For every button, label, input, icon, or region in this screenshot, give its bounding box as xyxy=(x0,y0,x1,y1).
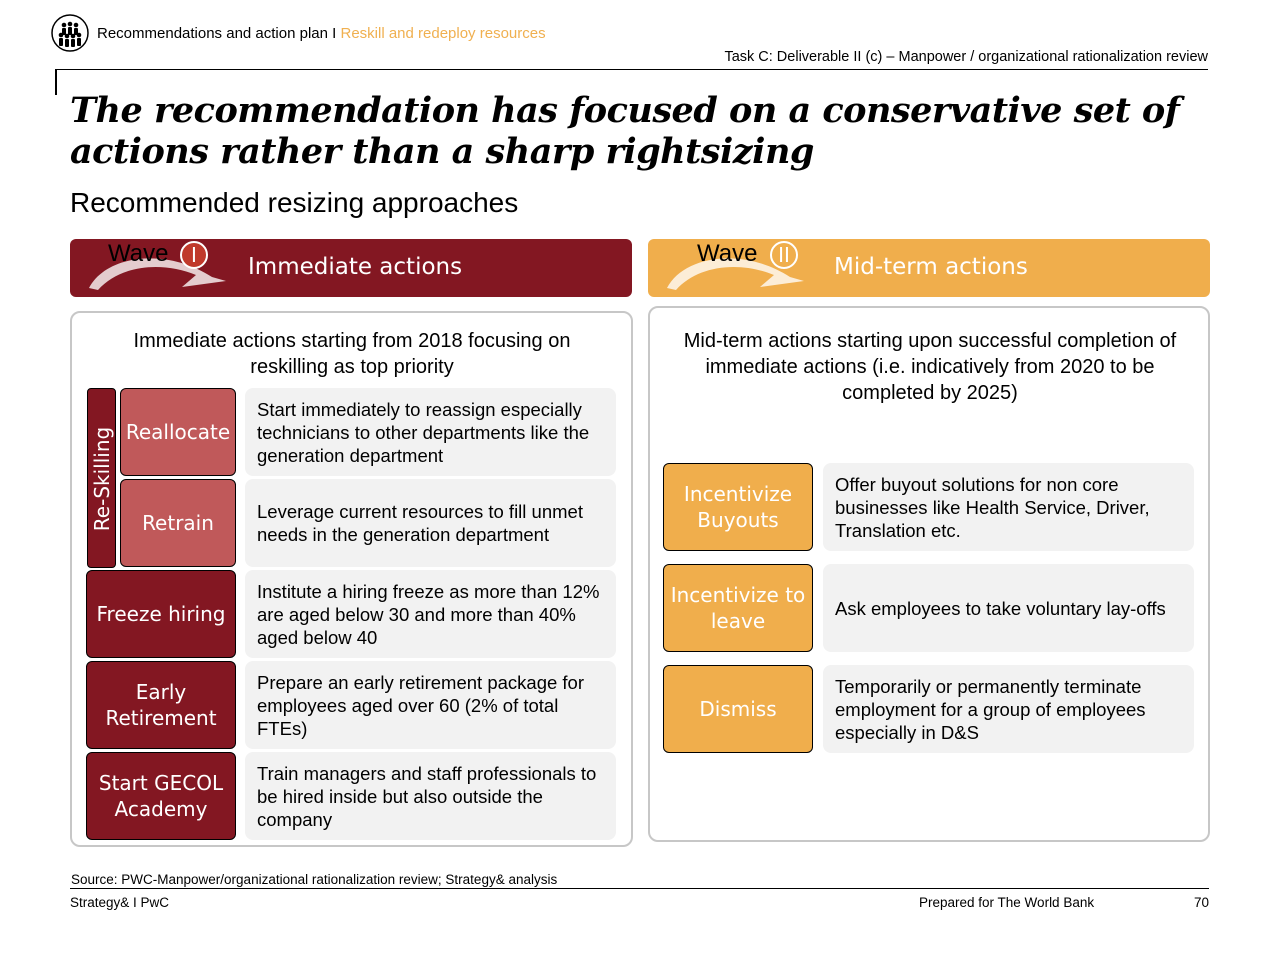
description-retrain: Leverage current resources to fill unmet… xyxy=(245,479,616,567)
description-reallocate: Start immediately to reassign especially… xyxy=(245,388,616,476)
wave-2-number-badge: II xyxy=(770,241,798,269)
description-incentivize-buyouts: Offer buyout solutions for non core busi… xyxy=(823,463,1194,551)
description-early-retirement: Prepare an early retirement package for … xyxy=(245,661,616,749)
action-early-retirement: Early Retirement xyxy=(86,661,236,749)
header-divider xyxy=(55,69,1208,70)
wave-2-heading: Mid-term actions xyxy=(834,254,1028,280)
action-incentivize-buyouts: Incentivize Buyouts xyxy=(663,463,813,551)
action-retrain: Retrain xyxy=(120,479,236,567)
wave-2-intro: Mid-term actions starting upon successfu… xyxy=(683,330,1177,404)
wave-1-heading: Immediate actions xyxy=(248,254,463,280)
page-subtitle: Recommended resizing approaches xyxy=(70,187,519,218)
action-incentivize-to-leave: Incentivize to leave xyxy=(663,564,813,652)
people-group-icon xyxy=(51,14,89,52)
action-start-gecol-academy: Start GECOL Academy xyxy=(86,752,236,840)
description-start-gecol-academy: Train managers and staff professionals t… xyxy=(245,752,616,840)
breadcrumb-section: Recommendations and action plan I xyxy=(97,25,337,42)
description-freeze-hiring: Institute a hiring freeze as more than 1… xyxy=(245,570,616,658)
source-note: Source: PWC-Manpower/organizational rati… xyxy=(71,872,558,887)
curved-arrow-icon xyxy=(89,258,226,290)
wave-1-header: Wave I Immediate actions xyxy=(70,239,632,297)
action-reallocate: Reallocate xyxy=(120,388,236,476)
wave-2-word: Wave xyxy=(697,240,758,267)
page-number: 70 xyxy=(1193,895,1209,910)
footer-divider xyxy=(70,888,1209,889)
description-incentivize-to-leave: Ask employees to take voluntary lay-offs xyxy=(823,564,1194,652)
wave-1-intro: Immediate actions starting from 2018 foc… xyxy=(133,330,571,378)
reskilling-label-text: Re-Skilling xyxy=(90,426,114,532)
action-freeze-hiring: Freeze hiring xyxy=(86,570,236,658)
footer-brand: Strategy& I PwC xyxy=(70,895,170,910)
task-label: Task C: Deliverable II (c) – Manpower / … xyxy=(724,49,1208,65)
page-title: The recommendation has focused on a cons… xyxy=(70,90,1180,172)
footer-client: Prepared for The World Bank xyxy=(919,895,1095,910)
wave-1-word: Wave xyxy=(108,240,169,267)
breadcrumb: Recommendations and action plan I Reskil… xyxy=(97,25,546,42)
wave-2-header: Wave II Mid-term actions xyxy=(648,239,1210,297)
curved-arrow-icon xyxy=(667,258,804,290)
action-dismiss: Dismiss xyxy=(663,665,813,753)
description-dismiss: Temporarily or permanently terminate emp… xyxy=(823,665,1194,753)
breadcrumb-subsection: Reskill and redeploy resources xyxy=(340,25,546,42)
reskilling-group-label: Re-Skilling xyxy=(87,388,116,568)
wave-1-number-badge: I xyxy=(180,241,208,269)
corner-mark xyxy=(55,69,57,95)
